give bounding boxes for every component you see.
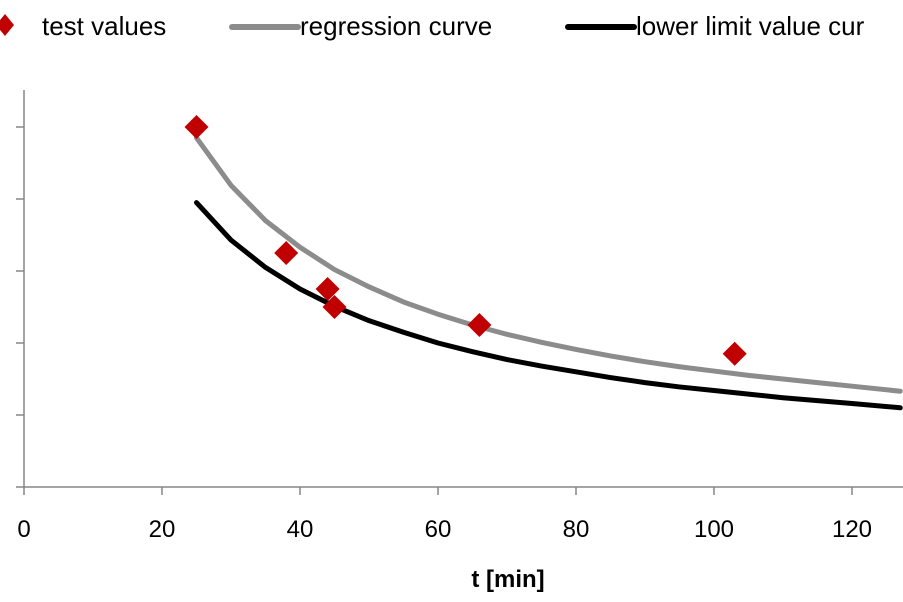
x-tick-label-0: 0 [17,516,30,543]
legend-item-test-values: test values [0,11,166,41]
y-axis-ticks [16,126,24,488]
x-tick-label-80: 80 [563,516,590,543]
x-tick-label-40: 40 [287,516,314,543]
test-value-point-1 [274,241,299,265]
x-axis-title: t [min] [471,566,544,593]
x-tick-label-60: 60 [425,516,452,543]
legend-label-regression-curve: regression curve [300,11,492,41]
legend-diamond-icon [0,14,14,36]
test-values-markers [184,115,747,366]
regression-curve-line [194,135,903,394]
lower-limit-curve-line [194,200,903,411]
legend-label-test-values: test values [42,11,166,41]
x-axis-tick-labels: 0 20 40 60 80 100 120 [17,516,872,543]
legend-item-regression-curve: regression curve [229,11,492,41]
test-value-point-4 [467,313,492,337]
x-tick-label-20: 20 [149,516,176,543]
test-value-point-0 [184,115,209,139]
x-tick-label-100: 100 [694,516,734,543]
legend-item-lower-limit: lower limit value cur [565,11,865,41]
x-axis-ticks [23,487,853,495]
test-value-point-2 [315,277,340,301]
test-value-point-5 [722,341,747,366]
legend-label-lower-limit: lower limit value cur [636,11,865,41]
test-value-point-3 [322,295,347,319]
legend: test values regression curve lower limit… [0,11,865,41]
x-tick-label-120: 120 [832,516,872,543]
